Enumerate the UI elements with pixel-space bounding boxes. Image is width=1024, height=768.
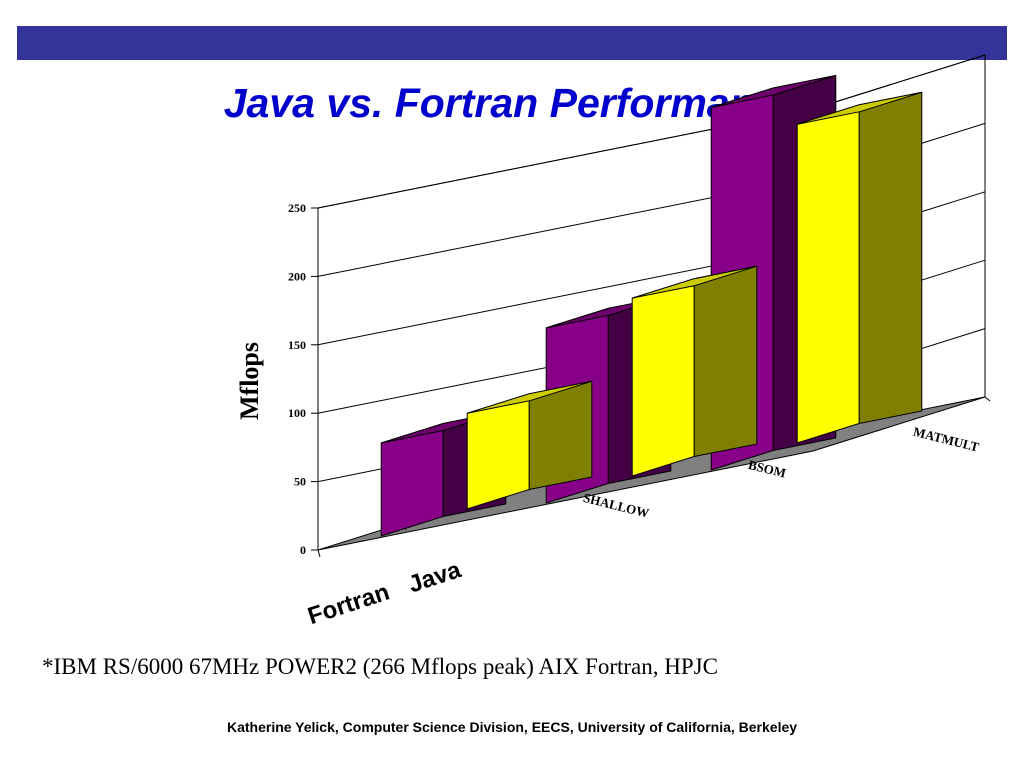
footer-credit: Katherine Yelick, Computer Science Divis… <box>226 719 798 735</box>
bar-front-face <box>631 278 695 477</box>
x-tick <box>317 549 321 558</box>
bar-top-face <box>711 75 836 108</box>
y-axis-label: Mflops <box>235 342 264 420</box>
category-label-matmult: MATMULT <box>912 424 981 455</box>
bar-side-face <box>858 91 923 425</box>
series-label-fortran: Fortran <box>305 579 393 631</box>
depth-tick <box>984 396 991 402</box>
category-label-shallow: SHALLOW <box>582 490 651 521</box>
top-banner-bar <box>17 26 1007 60</box>
slide-title: Java vs. Fortran Performance <box>223 80 801 126</box>
bar-front-face <box>796 104 860 444</box>
y-tick-label: 50 <box>294 475 306 489</box>
bar-top-face <box>632 265 757 299</box>
footnote: *IBM RS/6000 67MHz POWER2 (266 Mflops pe… <box>42 654 718 679</box>
y-tick-label: 150 <box>288 338 306 352</box>
y-tick-label: 250 <box>288 201 306 215</box>
y-axis-ticks: 0 50 100 150 200 250 <box>288 201 318 557</box>
y-tick-label: 100 <box>288 406 306 420</box>
bar-java-shallow <box>466 380 593 510</box>
bar-top-face <box>797 91 922 125</box>
bar-top-face <box>467 380 592 414</box>
category-label-bsom: BSOM <box>747 457 788 481</box>
y-tick-label: 0 <box>300 543 306 557</box>
bar-java-bsom <box>631 265 758 477</box>
bar-java-matmult <box>796 91 923 444</box>
y-tick-label: 200 <box>288 269 306 283</box>
chart-bars <box>380 74 923 537</box>
bar-side-face <box>693 265 758 458</box>
mflops-3d-bar-chart: 0 50 100 150 200 250 SHALLOW BSOM MATMULT Fortra… <box>235 54 991 631</box>
series-label-java: Java <box>405 556 465 598</box>
